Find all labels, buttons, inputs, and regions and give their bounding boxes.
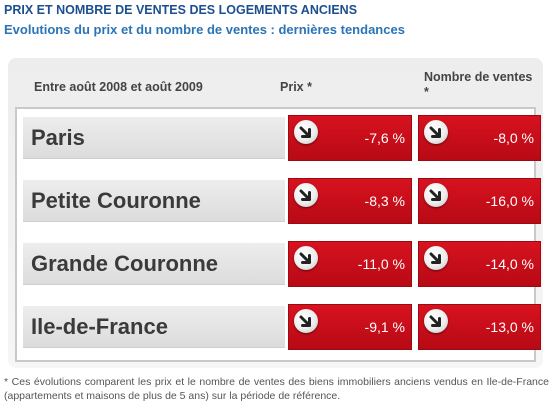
price-change-cell: -7,6 %: [288, 115, 412, 161]
price-change-value: -9,1 %: [364, 319, 405, 335]
sales-change-cell: -13,0 %: [418, 304, 541, 350]
down-arrow-icon: [424, 120, 448, 144]
region-label: Paris: [23, 117, 285, 159]
down-arrow-icon: [424, 246, 448, 270]
sales-change-cell: -16,0 %: [418, 178, 541, 224]
price-change-cell: -11,0 %: [288, 241, 412, 287]
down-arrow-icon: [294, 246, 318, 270]
price-column-header: Prix *: [280, 80, 312, 94]
price-change-cell: -9,1 %: [288, 304, 412, 350]
page-subtitle: Evolutions du prix et du nombre de vente…: [4, 22, 405, 37]
sales-change-value: -16,0 %: [485, 193, 534, 209]
price-change-value: -11,0 %: [357, 256, 405, 272]
region-label: Petite Couronne: [23, 180, 285, 222]
down-arrow-icon: [294, 183, 318, 207]
price-change-cell: -8,3 %: [288, 178, 412, 224]
period-header: Entre août 2008 et août 2009: [34, 80, 203, 94]
sales-change-value: -14,0 %: [485, 256, 534, 272]
trends-table: Paris -7,6 % -8,0 % Petite Couronne -8,3…: [15, 107, 541, 362]
sales-change-value: -8,0 %: [493, 130, 534, 146]
down-arrow-icon: [294, 120, 318, 144]
sales-change-cell: -14,0 %: [418, 241, 541, 287]
price-change-value: -8,3 %: [364, 193, 405, 209]
sales-change-value: -13,0 %: [485, 319, 534, 335]
footnote: * Ces évolutions comparent les prix et l…: [4, 376, 549, 402]
down-arrow-icon: [424, 309, 448, 333]
sales-column-header: Nombre de ventes *: [424, 70, 533, 99]
region-label: Ile-de-France: [23, 306, 285, 348]
page-title: PRIX ET NOMBRE DE VENTES DES LOGEMENTS A…: [4, 3, 358, 17]
sales-change-cell: -8,0 %: [418, 115, 541, 161]
down-arrow-icon: [294, 309, 318, 333]
price-change-value: -7,6 %: [364, 130, 405, 146]
region-label: Grande Couronne: [23, 243, 285, 285]
down-arrow-icon: [424, 183, 448, 207]
